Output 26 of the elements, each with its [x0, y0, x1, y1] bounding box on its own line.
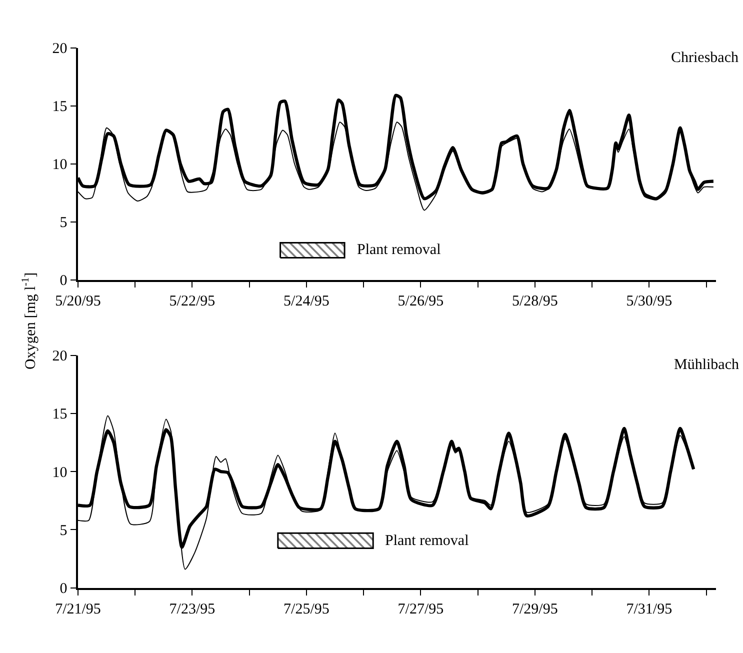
band-label: Plant removal [385, 533, 469, 549]
chart-title: Chriesbach [671, 50, 739, 66]
y-tick-label: 10 [52, 157, 68, 174]
y-tick-label: 10 [52, 464, 68, 481]
x-tick-label: 7/31/95 [626, 602, 672, 618]
x-tick-label: 7/21/95 [55, 602, 101, 618]
band-label: Plant removal [357, 242, 441, 258]
y-tick-label: 15 [52, 99, 68, 116]
x-tick-label: 7/25/95 [284, 602, 330, 618]
x-tick-label: 5/30/95 [626, 294, 672, 310]
x-tick-label: 7/27/95 [398, 602, 444, 618]
y-tick-label: 20 [52, 41, 68, 58]
y-tick-label: 0 [60, 581, 68, 598]
x-tick-label: 5/28/95 [512, 294, 558, 310]
y-tick-label: 20 [52, 348, 68, 365]
y-tick-label: 5 [60, 522, 68, 539]
x-tick-label: 5/24/95 [284, 294, 330, 310]
chart-title: Mühlibach [674, 357, 740, 373]
y-tick-label: 0 [60, 273, 68, 290]
x-tick-label: 5/20/95 [55, 294, 101, 310]
x-tick-label: 7/23/95 [169, 602, 216, 618]
x-tick-label: 5/26/95 [398, 294, 444, 310]
y-tick-label: 5 [60, 215, 68, 232]
x-tick-label: 7/29/95 [512, 602, 558, 618]
y-tick-label: 15 [52, 406, 68, 423]
x-tick-label: 5/22/95 [169, 294, 216, 310]
